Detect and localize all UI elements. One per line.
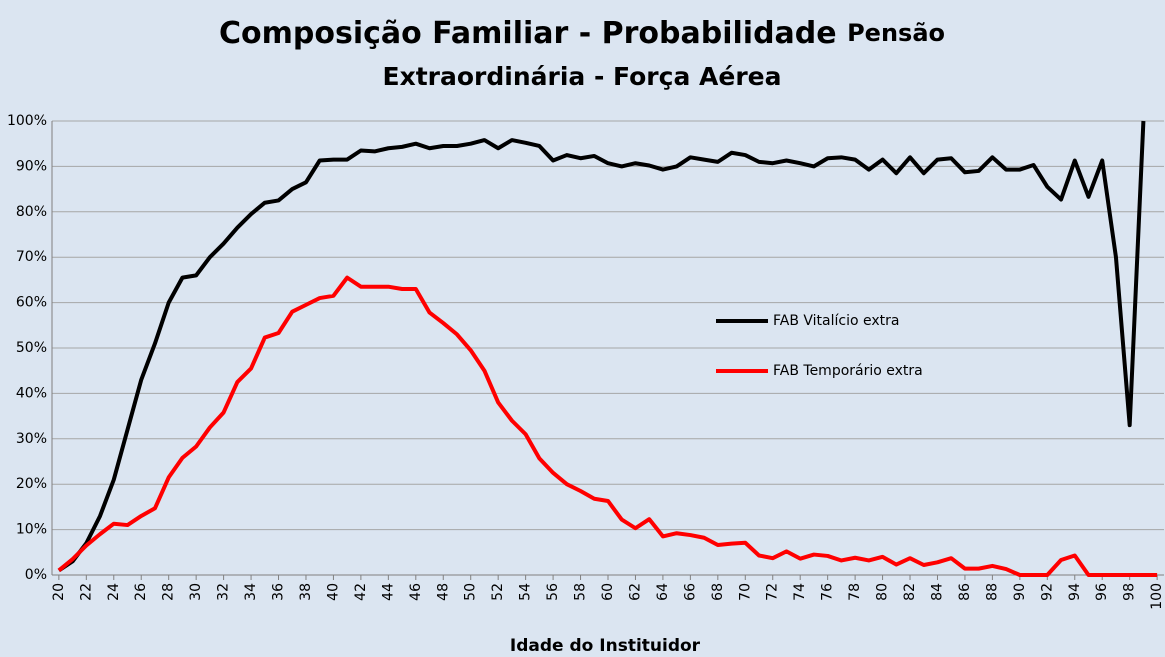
x-tick-label: 82 <box>902 583 918 601</box>
series-line <box>57 275 1158 577</box>
x-tick-label: 52 <box>490 583 506 601</box>
x-tick-label: 40 <box>325 583 341 601</box>
x-tick-label: 58 <box>573 583 589 601</box>
x-tick-label: 98 <box>1122 583 1138 601</box>
x-tick-label: 80 <box>875 583 891 601</box>
x-tick-label: 30 <box>188 583 204 601</box>
x-tick-label: 68 <box>710 583 726 601</box>
y-tick-label: 100% <box>7 113 47 129</box>
x-tick-label: 90 <box>1012 583 1028 601</box>
x-tick-label: 26 <box>133 583 149 601</box>
y-tick-label: 60% <box>16 295 47 311</box>
x-tick-label: 92 <box>1039 583 1055 601</box>
legend-label: FAB Vitalício extra <box>773 313 900 329</box>
x-tick-label: 46 <box>408 583 424 601</box>
y-tick-label: 80% <box>16 204 47 220</box>
y-tick-label: 0% <box>25 567 47 583</box>
x-tick-label: 86 <box>957 583 973 601</box>
y-tick-label: 20% <box>16 476 47 492</box>
y-tick-label: 50% <box>16 340 47 356</box>
x-tick-label: 74 <box>792 583 808 601</box>
x-tick-label: 28 <box>161 583 177 601</box>
x-tick-label: 56 <box>545 583 561 601</box>
x-tick-label: 20 <box>51 583 67 601</box>
x-tick-label: 44 <box>380 583 396 601</box>
x-tick-label: 78 <box>847 583 863 601</box>
x-tick-label: 66 <box>682 583 698 601</box>
legend-label: FAB Temporário extra <box>773 363 923 379</box>
x-tick-label: 32 <box>216 583 232 601</box>
x-tick-label: 84 <box>929 583 945 601</box>
x-tick-label: 22 <box>78 583 94 601</box>
x-tick-label: 76 <box>820 583 836 601</box>
x-tick-label: 62 <box>627 583 643 601</box>
x-tick-label: 38 <box>298 583 314 601</box>
x-tick-label: 42 <box>353 583 369 601</box>
y-tick-label: 90% <box>16 158 47 174</box>
series-line <box>57 120 1146 573</box>
x-tick-label: 72 <box>765 583 781 601</box>
x-tick-label: 60 <box>600 583 616 601</box>
y-tick-label: 40% <box>16 385 47 401</box>
chart-subtitle: Extraordinária - Força Aérea <box>383 62 782 91</box>
x-tick-label: 34 <box>243 583 259 601</box>
x-tick-label: 88 <box>984 583 1000 601</box>
title-small: Pensão <box>847 19 945 47</box>
y-tick-label: 70% <box>16 249 47 265</box>
y-tick-label: 30% <box>16 431 47 447</box>
x-tick-label: 96 <box>1094 583 1110 601</box>
x-tick-label: 64 <box>655 583 671 601</box>
x-tick-label: 48 <box>435 583 451 601</box>
x-axis-title: Idade do Instituidor <box>510 636 701 656</box>
x-tick-label: 36 <box>271 583 287 601</box>
x-tick-label: 24 <box>106 583 122 601</box>
x-tick-label: 94 <box>1067 583 1083 601</box>
x-tick-label: 50 <box>463 583 479 601</box>
x-tick-label: 100 <box>1149 583 1165 610</box>
x-tick-label: 70 <box>737 583 753 601</box>
y-tick-label: 10% <box>16 522 47 538</box>
chart-title: Composição Familiar - Probabilidade Pens… <box>219 16 945 51</box>
x-tick-label: 54 <box>518 583 534 601</box>
title-main: Composição Familiar - Probabilidade <box>219 16 837 51</box>
